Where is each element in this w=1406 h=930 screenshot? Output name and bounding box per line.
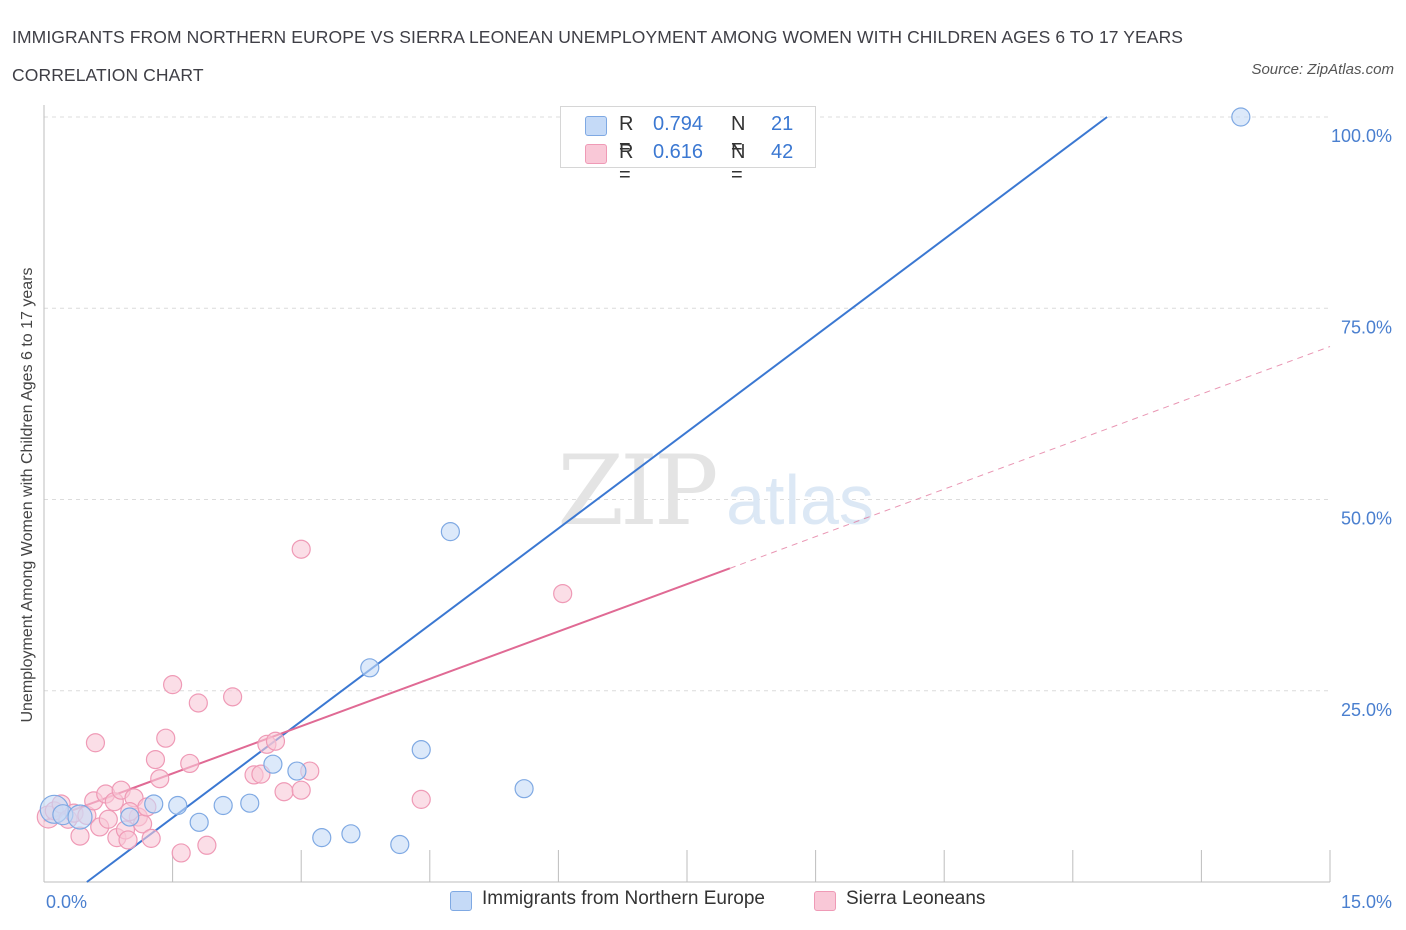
r-value: 0.616: [653, 141, 704, 163]
tick-labels: 25.0% 50.0% 75.0% 100.0% 0.0% 15.0%: [46, 126, 1392, 912]
point-sierra-leonean: [150, 769, 170, 789]
point-sierra-leonean: [188, 693, 208, 713]
legend-label: Immigrants from Northern Europe: [482, 888, 765, 909]
point-sierra-leonean: [291, 780, 311, 800]
watermark: ZIP atlas: [557, 435, 874, 547]
point-northern-europe: [240, 793, 260, 813]
point-northern-europe: [213, 795, 233, 816]
point-northern-europe: [168, 795, 188, 816]
point-sierra-leonean: [291, 539, 311, 559]
point-northern-europe: [360, 658, 380, 678]
y-tick-label: 75.0%: [1341, 317, 1392, 337]
pink-swatch: [814, 891, 836, 911]
watermark-zip: ZIP: [557, 435, 716, 547]
point-sierra-leonean: [223, 687, 243, 707]
axes: [43, 105, 1331, 883]
point-northern-europe: [411, 740, 431, 760]
data-points: [36, 107, 1251, 863]
point-sierra-leonean: [141, 828, 161, 848]
n-label: N =: [731, 141, 746, 186]
y-tick-label: 25.0%: [1341, 700, 1392, 720]
point-sierra-leonean: [163, 675, 183, 695]
point-northern-europe: [514, 779, 534, 799]
point-northern-europe: [341, 824, 361, 844]
point-northern-europe: [263, 754, 283, 774]
point-sierra-leonean: [197, 835, 217, 855]
point-sierra-leonean: [145, 749, 166, 770]
point-sierra-leonean: [118, 830, 138, 850]
point-northern-europe: [1231, 107, 1251, 127]
point-sierra-leonean: [171, 843, 191, 863]
trend-extension-sierra-leoneans: [729, 346, 1331, 569]
r-value: 0.794: [653, 113, 704, 135]
point-sierra-leonean: [553, 583, 573, 604]
grid-lines: [44, 116, 1330, 692]
point-sierra-leonean: [274, 782, 294, 802]
x-tick-label-min: 0.0%: [46, 892, 87, 912]
point-northern-europe: [67, 804, 93, 830]
watermark-atlas: atlas: [726, 461, 874, 539]
point-sierra-leonean: [180, 753, 200, 774]
y-tick-label: 50.0%: [1341, 509, 1392, 529]
point-sierra-leonean: [85, 733, 106, 753]
point-northern-europe: [120, 807, 140, 827]
trend-line-sierra-leoneans: [43, 567, 731, 822]
blue-swatch: [450, 891, 472, 911]
point-northern-europe: [287, 761, 307, 781]
point-northern-europe: [390, 834, 410, 855]
n-value: 42: [771, 141, 794, 163]
point-sierra-leonean: [265, 731, 286, 751]
pink-swatch: [585, 144, 607, 164]
point-sierra-leonean: [98, 809, 118, 829]
y-tick-label: 100.0%: [1331, 126, 1392, 146]
point-northern-europe: [144, 794, 164, 814]
trend-line-northern-europe: [86, 116, 1108, 883]
x-tick-label-max: 15.0%: [1341, 892, 1392, 912]
blue-swatch: [585, 116, 607, 136]
source-label: Source: ZipAtlas.com: [1251, 61, 1394, 78]
n-label: N =: [731, 113, 746, 158]
legend-label: Sierra Leoneans: [846, 888, 986, 909]
correlation-legend: R = 0.794 N = 21 R = 0.616 N = 42: [560, 106, 816, 186]
point-northern-europe: [189, 812, 209, 832]
r-label: R =: [619, 113, 634, 158]
r-label: R =: [619, 141, 634, 186]
point-northern-europe: [312, 828, 332, 848]
point-sierra-leonean: [70, 826, 90, 846]
point-sierra-leonean: [156, 728, 176, 748]
point-sierra-leonean: [411, 789, 431, 809]
chart-title: IMMIGRANTS FROM NORTHERN EUROPE VS SIERR…: [12, 27, 1184, 85]
n-value: 21: [771, 113, 794, 135]
point-northern-europe: [440, 522, 460, 542]
